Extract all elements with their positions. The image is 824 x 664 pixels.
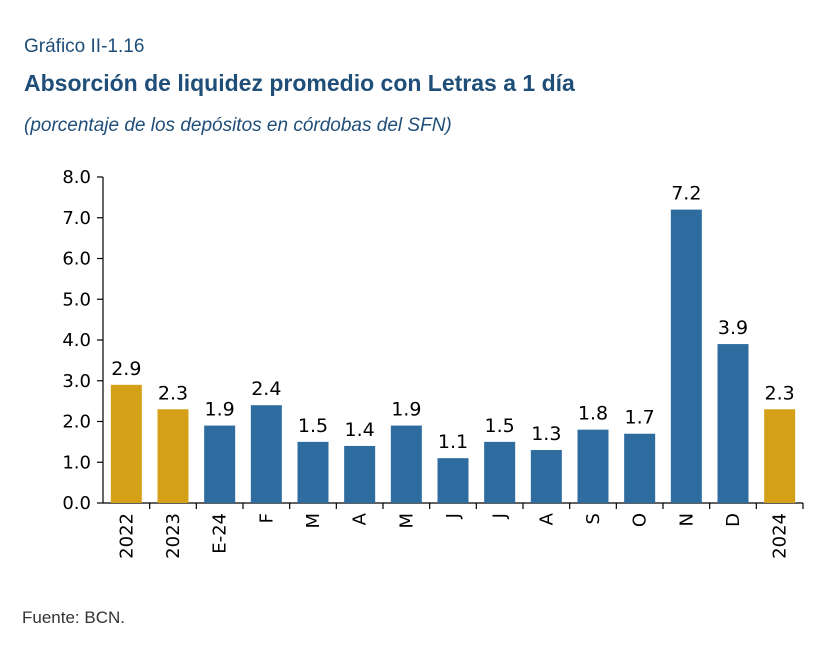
- chart-subtitle: (porcentaje de los depósitos en córdobas…: [24, 115, 452, 136]
- x-tick-label: 2022: [116, 513, 137, 559]
- data-label: 2.3: [158, 382, 188, 404]
- x-tick-label: J: [490, 513, 511, 519]
- data-label: 1.9: [205, 399, 235, 421]
- chart-title: Absorción de liquidez promedio con Letra…: [24, 70, 575, 96]
- data-label: 1.5: [298, 415, 328, 437]
- bar: [297, 441, 329, 503]
- x-tick-label: S: [583, 513, 604, 524]
- y-tick-label: 5.0: [62, 289, 91, 310]
- bar: [670, 209, 702, 503]
- bar: [390, 425, 422, 503]
- y-tick-label: 2.0: [62, 412, 91, 433]
- x-tick-label: D: [723, 513, 744, 527]
- data-label: 2.4: [251, 378, 281, 400]
- bar: [204, 425, 236, 503]
- y-tick-label: 7.0: [62, 208, 91, 229]
- data-label: 3.9: [718, 317, 748, 339]
- data-label: 1.8: [578, 403, 608, 425]
- x-tick-label: A: [536, 512, 557, 525]
- data-label: 1.3: [531, 423, 561, 445]
- x-tick-label: A: [350, 512, 371, 525]
- data-label: 7.2: [671, 183, 701, 205]
- y-tick-label: 6.0: [62, 249, 91, 270]
- data-label: 1.1: [438, 431, 468, 453]
- x-tick-label: N: [676, 513, 697, 526]
- data-label: 1.4: [345, 419, 375, 441]
- source-note: Fuente: BCN.: [22, 608, 125, 627]
- bar: [250, 405, 282, 503]
- data-label: 1.7: [625, 407, 655, 429]
- bar: [624, 433, 656, 503]
- x-tick-label: J: [443, 513, 464, 519]
- x-tick-label: 2024: [770, 513, 791, 559]
- y-tick-label: 3.0: [62, 371, 91, 392]
- data-label: 1.5: [485, 415, 515, 437]
- y-tick-label: 1.0: [62, 452, 91, 473]
- bar: [437, 458, 469, 503]
- y-tick-label: 8.0: [62, 167, 91, 188]
- y-tick-label: 0.0: [62, 493, 91, 514]
- bar: [530, 450, 562, 503]
- chart-number: Gráfico II-1.16: [24, 36, 145, 57]
- x-tick-label: 2023: [163, 513, 184, 559]
- data-label: 2.3: [765, 382, 795, 404]
- bar: [764, 409, 796, 503]
- bar: [110, 384, 142, 503]
- data-label: 1.9: [391, 399, 421, 421]
- bar: [484, 441, 516, 503]
- y-tick-label: 4.0: [62, 330, 91, 351]
- bar: [344, 445, 376, 503]
- bar: [157, 409, 189, 503]
- x-tick-label: F: [256, 513, 277, 523]
- x-tick-label: M: [396, 513, 417, 529]
- bar-chart: 0.0 1.0 2.0 3.0 4.0 5.0 6.0 7.0 8.0 2.9 2022 2.3 202…: [62, 167, 804, 559]
- x-tick-label: E-24: [210, 513, 231, 554]
- x-tick-label: M: [303, 513, 324, 529]
- bar: [577, 429, 609, 503]
- x-tick-label: O: [630, 513, 651, 527]
- data-label: 2.9: [111, 358, 141, 380]
- bar: [717, 344, 749, 503]
